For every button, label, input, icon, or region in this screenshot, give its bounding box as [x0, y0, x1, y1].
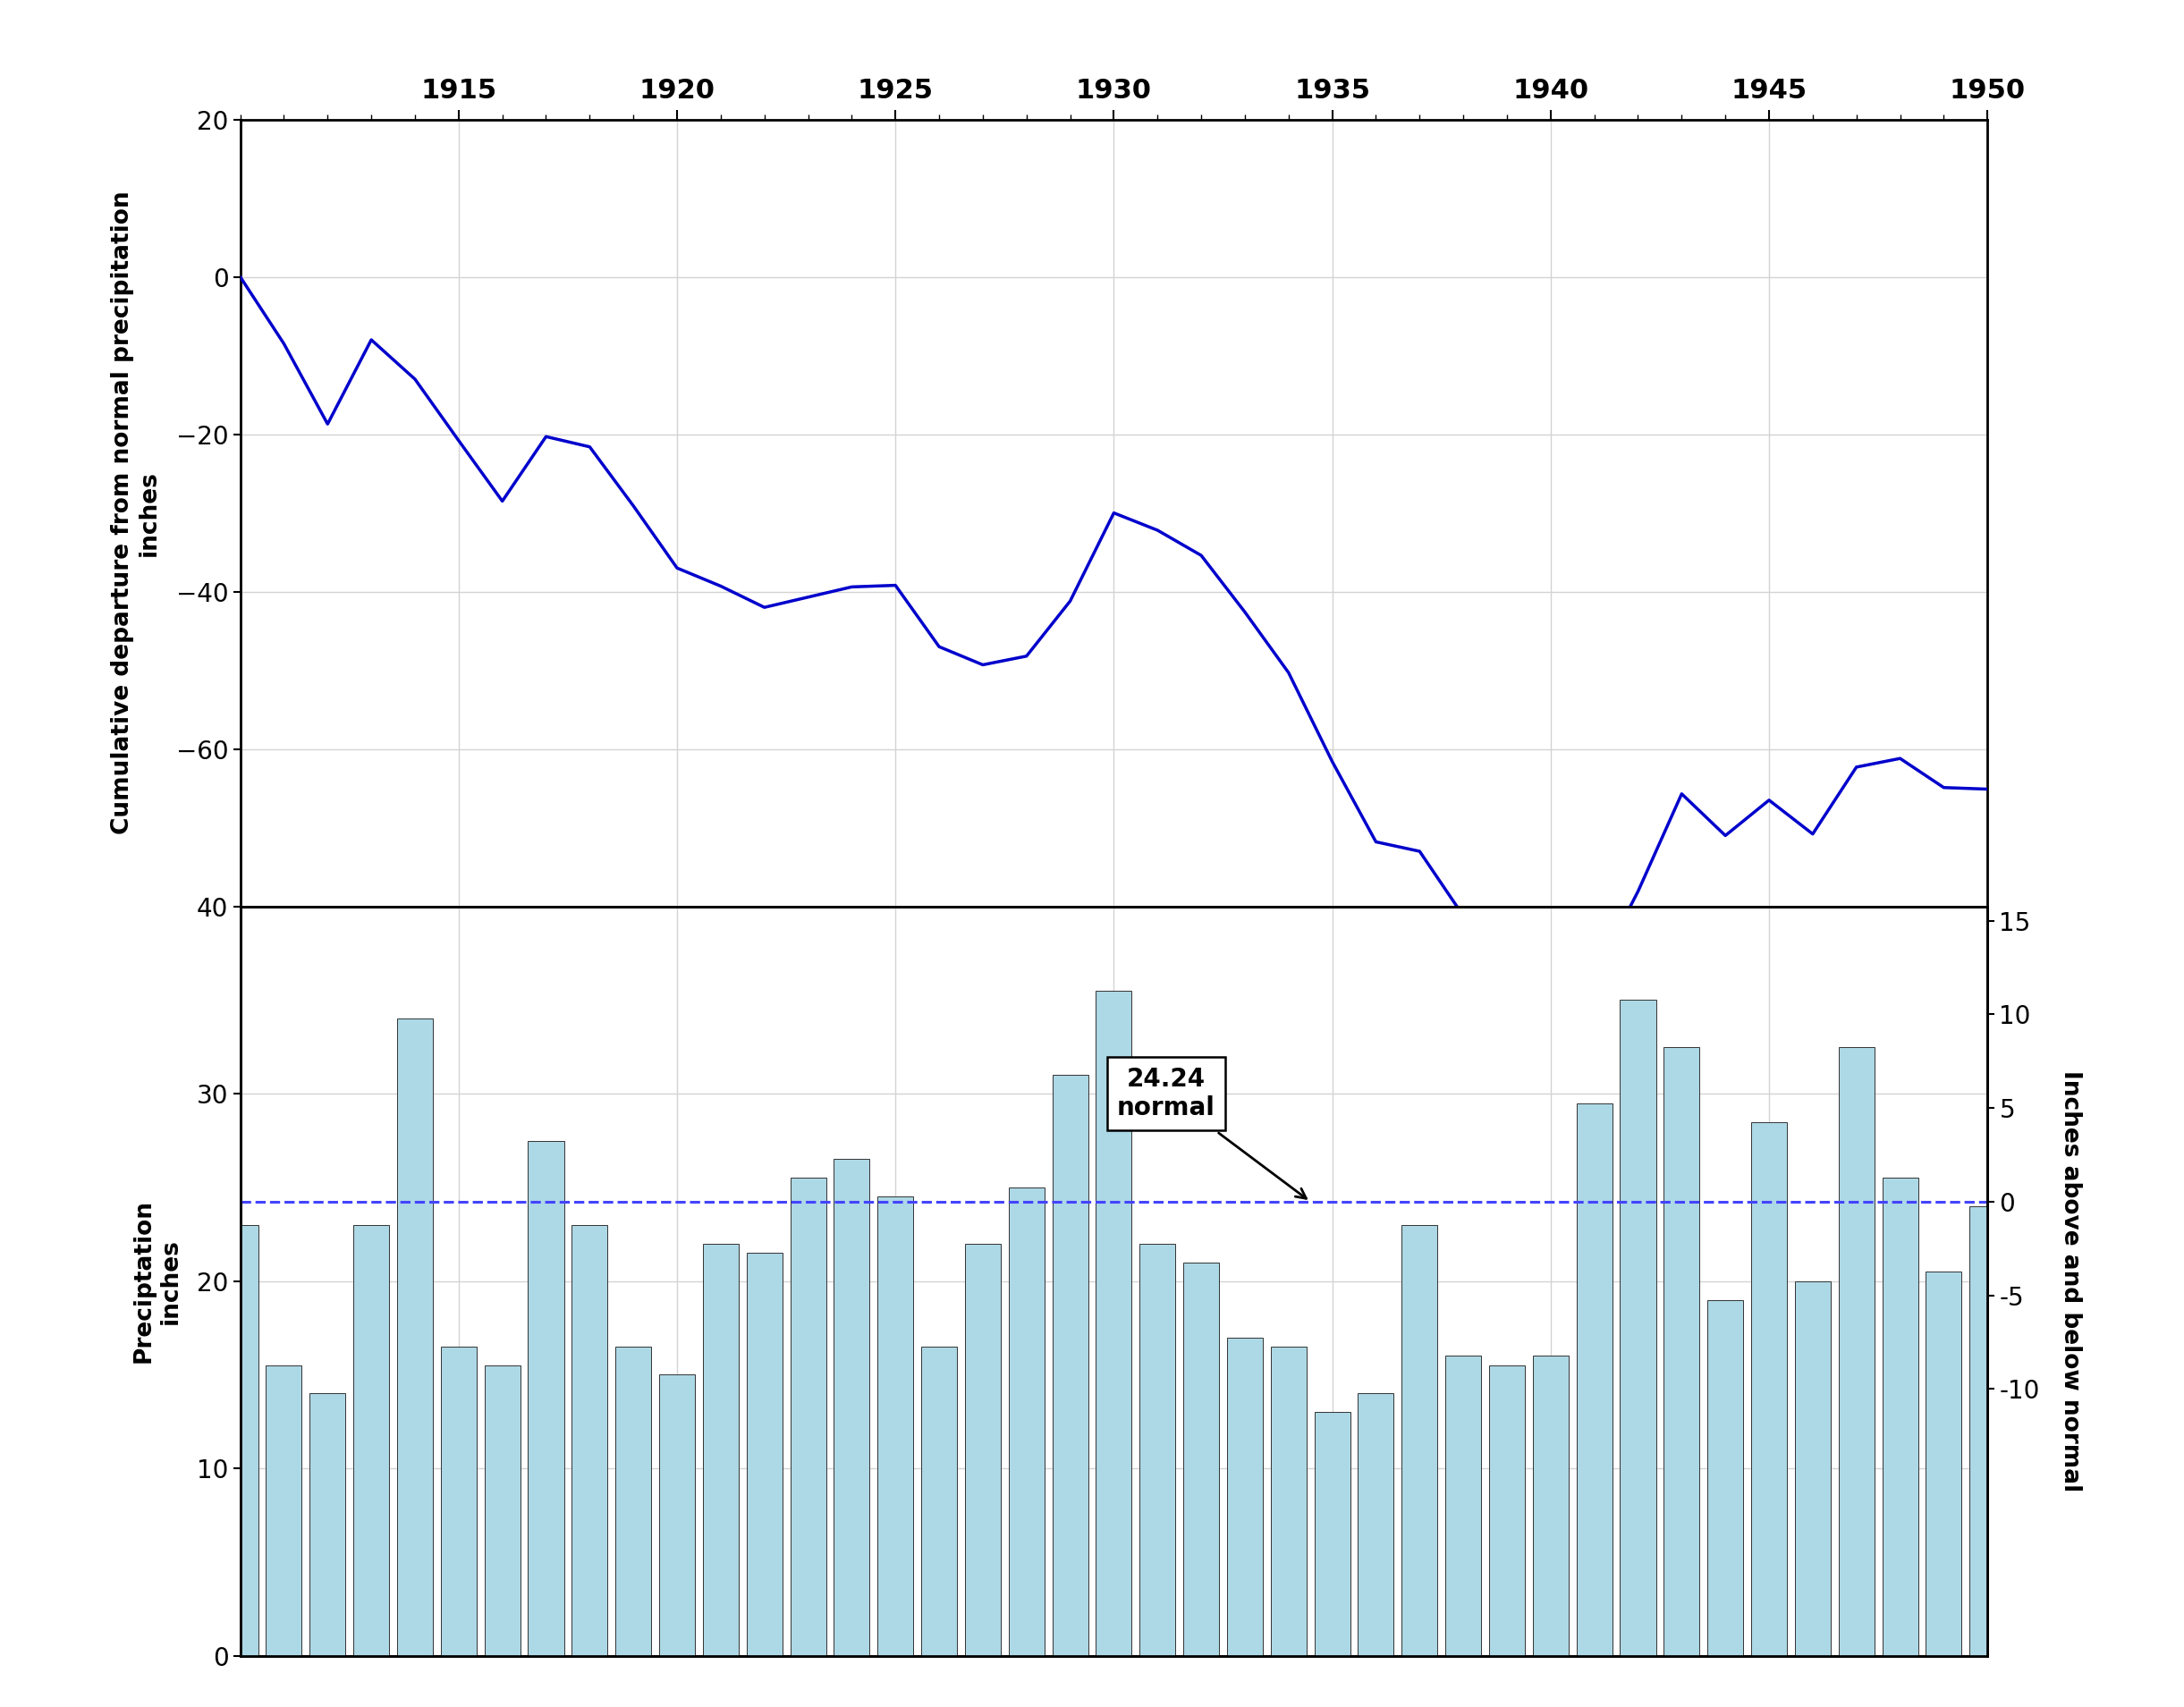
Bar	[1664, 1046, 1699, 1656]
Bar	[1577, 1103, 1612, 1656]
Bar	[1926, 1272, 1961, 1656]
Y-axis label: Inches above and below normal: Inches above and below normal	[2060, 1070, 2081, 1492]
Bar	[1883, 1178, 1918, 1656]
Bar	[397, 1019, 432, 1656]
Bar	[572, 1226, 607, 1656]
Bar	[616, 1347, 651, 1656]
Bar	[1140, 1244, 1175, 1656]
Bar	[1446, 1355, 1481, 1656]
Bar	[1970, 1207, 2005, 1656]
Bar	[1271, 1347, 1306, 1656]
Bar	[266, 1366, 301, 1656]
Bar	[1708, 1299, 1743, 1656]
Bar	[1489, 1366, 1524, 1656]
Bar	[354, 1226, 389, 1656]
Bar	[922, 1347, 957, 1656]
Bar	[1839, 1046, 1874, 1656]
Y-axis label: Cumulative departure from normal precipitation
inches: Cumulative departure from normal precipi…	[111, 191, 162, 835]
Bar	[878, 1197, 913, 1656]
Bar	[703, 1244, 738, 1656]
Bar	[834, 1159, 869, 1656]
Bar	[1621, 1000, 1655, 1656]
Bar	[1752, 1121, 1787, 1656]
Bar	[747, 1253, 782, 1656]
Bar	[1096, 990, 1131, 1656]
Bar	[485, 1366, 520, 1656]
Bar	[1184, 1263, 1219, 1656]
Bar	[1795, 1280, 1830, 1656]
Bar	[310, 1393, 345, 1656]
Bar	[1009, 1188, 1044, 1656]
Bar	[1053, 1075, 1088, 1656]
Bar	[1358, 1393, 1393, 1656]
Bar	[223, 1226, 258, 1656]
Bar	[1315, 1412, 1350, 1656]
Bar	[1227, 1337, 1262, 1656]
Bar	[1402, 1226, 1437, 1656]
Bar	[441, 1347, 476, 1656]
Bar	[660, 1374, 695, 1656]
Y-axis label: Preciptation
inches: Preciptation inches	[131, 1200, 181, 1362]
Bar	[965, 1244, 1000, 1656]
Bar	[529, 1140, 563, 1656]
Bar	[1533, 1355, 1568, 1656]
Text: 24.24
normal: 24.24 normal	[1118, 1067, 1306, 1198]
Bar	[791, 1178, 826, 1656]
